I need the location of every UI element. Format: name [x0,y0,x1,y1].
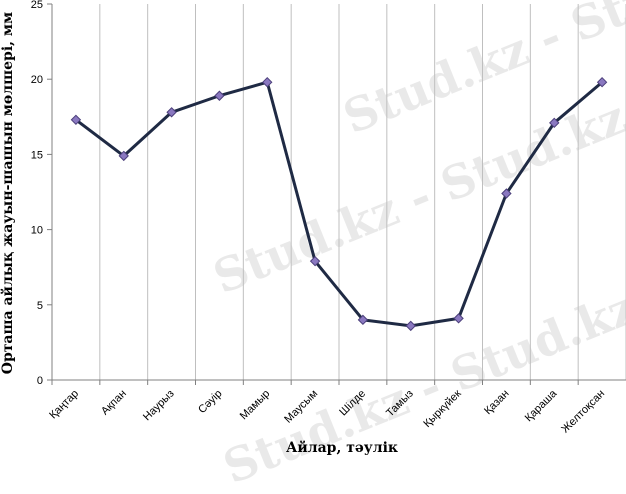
data-point-marker [357,314,369,326]
data-markers [70,77,608,332]
y-tick-label: 0 [37,375,43,387]
precipitation-line-chart: 0 5 10 15 20 25 Қаңтар Ақпан Наурыз Сәуір Мамыр Ма… [0,0,626,456]
x-tick-label: Маусым [282,388,320,426]
series-line [75,80,604,328]
grid-lines [99,4,626,380]
x-tick-label: Тамыз [384,388,416,420]
data-point-marker [501,188,512,199]
y-axis-label: Орташа айлық жауын-шашын мөлшері, мм [0,12,16,374]
data-point-marker [262,77,273,88]
data-point-marker [405,320,416,332]
y-tick-label: 25 [31,0,43,11]
data-point-marker [214,90,225,101]
y-tick-labels: 0 5 10 15 20 25 [31,0,52,387]
x-tick-label: Ақпан [99,388,129,418]
x-tick-label: Қараша [523,387,560,424]
data-point-marker [549,117,560,129]
data-point-marker [70,114,82,126]
x-tick-label: Қыркүйек [421,388,463,430]
y-tick-label: 10 [31,225,43,237]
series-line-path [75,80,604,328]
x-tick-label: Мамыр [238,388,273,423]
data-point-marker [166,107,177,118]
x-tick-label: Қазан [482,388,511,417]
x-tick-label: Наурыз [141,388,177,424]
x-tick-labels: Қаңтар Ақпан Наурыз Сәуір Мамыр Маусым Шілде Та… [47,380,607,436]
data-point-marker [118,150,129,162]
x-axis-label: Айлар, тәулік [286,439,398,456]
x-tick-label: Шілде [337,388,368,419]
x-tick-label: Қаңтар [47,388,81,422]
data-point-marker [453,313,464,324]
data-point-marker [596,77,608,88]
x-tick-label: Желтоқсан [559,388,607,436]
x-tick-label: Сәуір [196,388,224,416]
y-tick-label: 20 [31,74,43,86]
y-tick-label: 5 [37,300,43,312]
data-point-marker [309,255,321,267]
y-tick-label: 15 [31,149,43,161]
